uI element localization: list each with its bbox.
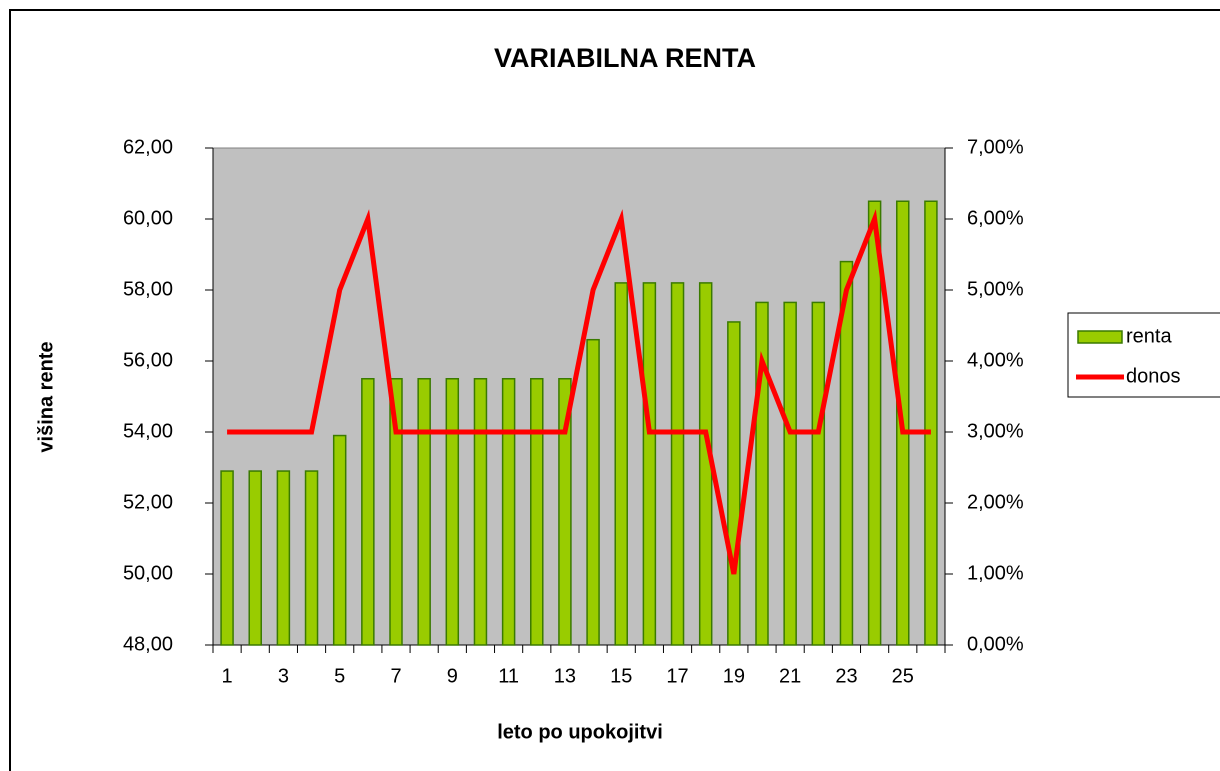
legend-label: renta (1126, 325, 1172, 347)
bar (839, 260, 854, 646)
x-tick-label: 1 (222, 665, 233, 687)
y2-tick-label: 2,00% (967, 491, 1024, 513)
bar (530, 378, 544, 646)
y2-tick-label: 1,00% (967, 562, 1024, 584)
x-tick-label: 15 (610, 665, 632, 687)
y-tick-label: 50,00 (123, 562, 173, 584)
legend (1067, 312, 1220, 398)
plot-area (212, 147, 946, 646)
y2-tick-label: 6,00% (967, 207, 1024, 229)
y2-tick-label: 3,00% (967, 420, 1024, 442)
bar (670, 282, 685, 646)
x-tick-label: 19 (723, 665, 745, 687)
bar (727, 321, 741, 646)
y2-tick-label: 5,00% (967, 278, 1024, 300)
x-tick-label: 3 (278, 665, 289, 687)
bar (783, 301, 797, 646)
bar (332, 434, 347, 646)
bar (276, 470, 291, 646)
bar (924, 200, 938, 646)
y2-tick-label: 4,00% (967, 349, 1024, 371)
x-tick-label: 13 (554, 665, 576, 687)
y-tick-label: 62,00 (123, 136, 173, 158)
bar (220, 470, 234, 646)
y2-tick-label: 7,00% (967, 136, 1024, 158)
bar (417, 378, 431, 646)
bar (361, 378, 375, 646)
x-axis-label: leto po upokojitvi (497, 721, 663, 743)
x-tick-label: 21 (779, 665, 801, 687)
chart-title: VARIABILNA RENTA (494, 43, 756, 73)
bar (755, 301, 769, 646)
y-tick-label: 58,00 (123, 278, 173, 300)
y-tick-label: 48,00 (123, 633, 173, 655)
bar (558, 378, 572, 646)
bar (248, 470, 262, 646)
y2-tick-label: 0,00% (967, 633, 1024, 655)
legend-swatch (1077, 330, 1123, 344)
x-tick-label: 5 (334, 665, 345, 687)
bar (501, 378, 516, 646)
bar (445, 378, 460, 646)
x-tick-label: 9 (447, 665, 458, 687)
bar (586, 338, 600, 646)
bar (867, 200, 882, 646)
bar (614, 282, 628, 646)
y-tick-label: 56,00 (123, 349, 173, 371)
x-tick-label: 23 (835, 665, 857, 687)
x-tick-label: 11 (498, 665, 519, 687)
y-axis-label: višina rente (35, 341, 57, 452)
y-tick-label: 54,00 (123, 420, 173, 442)
bar (811, 301, 826, 646)
bar (304, 470, 319, 646)
x-tick-label: 7 (390, 665, 401, 687)
bar (389, 378, 403, 646)
legend-label: donos (1126, 365, 1181, 387)
x-tick-label: 25 (892, 665, 914, 687)
x-tick-label: 17 (666, 665, 688, 687)
y-tick-label: 52,00 (123, 491, 173, 513)
bar (473, 378, 488, 646)
bar (642, 282, 657, 646)
y-tick-label: 60,00 (123, 207, 173, 229)
line (227, 209, 931, 575)
